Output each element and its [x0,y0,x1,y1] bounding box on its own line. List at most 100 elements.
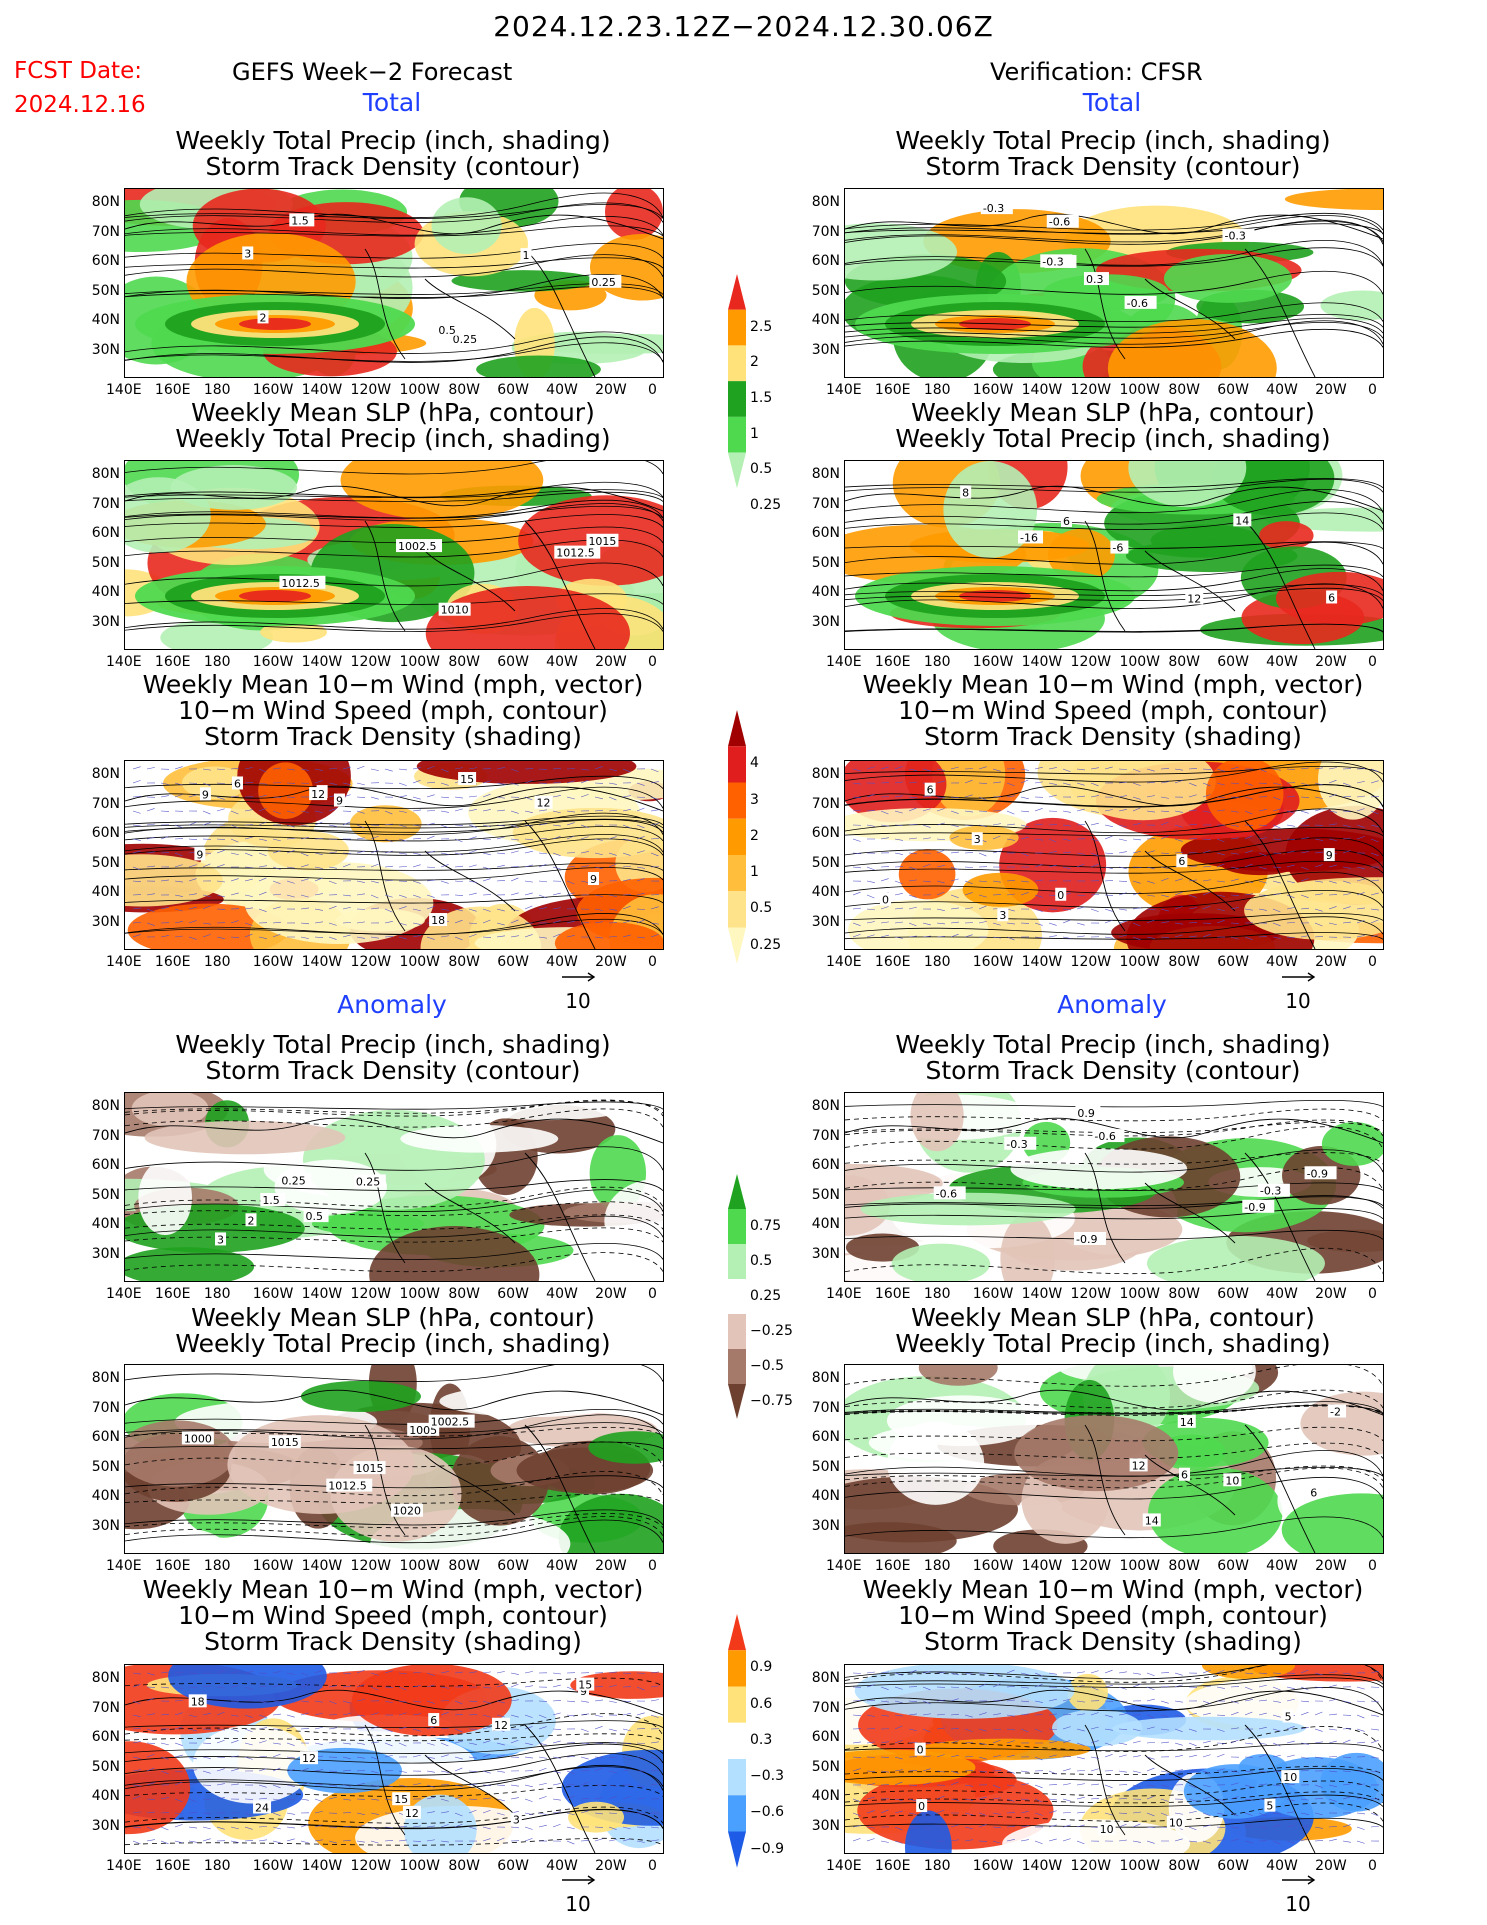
wind-vector [370,1840,379,1844]
wind-vector [650,1714,659,1718]
wind-vector [398,838,407,842]
contour-line [125,1365,663,1383]
wind-vector [160,1671,169,1674]
wind-vector [1230,1838,1239,1842]
wind-vector [566,1826,575,1830]
wind-vector [636,807,645,812]
wind-vector [286,1725,295,1730]
lon-tick-label: 120W [350,1286,392,1302]
wind-vector [146,823,155,826]
wind-vector [1090,1740,1099,1744]
wind-vector [1272,1700,1281,1703]
wind-vector [1118,1754,1127,1758]
wind-vector [894,766,903,770]
contour-label: 9 [1326,849,1333,862]
lat-tick-label: 60N [91,1157,120,1173]
contour-label: 15 [460,773,474,786]
lat-tick-label: 80N [91,1670,120,1686]
lon-tick-label: 60W [497,1558,529,1574]
wind-vector [244,894,253,897]
wind-vector [440,1686,449,1689]
forecast-total-wind-panel: 99126912181596 [124,760,664,950]
lon-tick-label: 60W [497,654,529,670]
wind-vector [1160,866,1169,869]
lon-tick-label: 160W [252,1858,294,1874]
wind-vector [468,808,477,812]
wind-vector [314,810,323,813]
wind-vector [1314,1672,1323,1676]
wind-vector [132,1672,141,1675]
wind-vector [440,1811,449,1814]
wind-vector [622,1728,631,1732]
wind-vector [468,795,477,798]
wind-vector [866,1770,875,1773]
colorbar-anom_precip [726,1170,748,1464]
wind-vector [978,880,987,882]
contour-line [845,871,1383,894]
wind-vector [1034,1812,1043,1816]
wind-vector [132,1769,141,1772]
wind-vector [1160,835,1169,840]
wind-vector [1104,1742,1113,1746]
wind-vector [1244,1686,1253,1691]
wind-vector [1272,893,1281,896]
wind-vector [922,1782,931,1786]
wind-vector [202,1756,211,1759]
coastline [1084,248,1316,377]
wind-vector [1244,1699,1253,1702]
wind-vector [1090,1811,1099,1814]
wind-vector [454,1740,463,1744]
wind-vector [936,908,945,912]
wind-vector [356,765,365,770]
wind-vector [370,1672,379,1676]
wind-vector [1160,821,1169,826]
contour-line [845,761,1383,783]
contour-label: -16 [1020,531,1038,544]
contour-label-bg [980,201,1013,215]
wind-vector [426,1700,435,1704]
wind-vector [650,1741,659,1744]
colorbar-label: 2 [750,827,759,844]
wind-vector [524,934,533,938]
contour-line [125,815,663,826]
lon-tick-label: 120W [350,954,392,970]
colorbar-swatch [728,782,746,819]
field-shading-blob [182,766,249,800]
wind-vector [272,893,281,896]
wind-vector [1104,1728,1113,1731]
wind-vector [1146,1767,1155,1772]
lon-tick-label: 160E [874,382,911,398]
wind-vector [482,1753,491,1758]
wind-vector [552,1700,561,1702]
wind-vector [132,1727,141,1730]
wind-vector [1006,795,1015,798]
wind-vector [1048,838,1057,843]
contour-line [125,826,663,842]
wind-vector [1300,1669,1309,1674]
wind-vector [650,1671,659,1674]
field-shading-blob [431,197,502,254]
lon-tick-label: 80W [448,1858,481,1874]
wind-vector [1202,934,1211,938]
wind-vector [1272,1754,1281,1758]
wind-vector [1020,1839,1029,1842]
wind-vector [1244,1798,1253,1801]
wind-vector [880,1770,889,1773]
wind-vector [258,1714,267,1718]
wind-vector [300,782,309,785]
contour-label-bg [1060,514,1072,528]
wind-vector [510,1784,519,1787]
contour-line [125,514,663,528]
wind-vector [216,864,225,868]
colorbar-swatch [728,416,746,453]
wind-vector [1090,1756,1099,1759]
wind-vector [608,1756,617,1759]
lat-tick-label: 40N [811,312,840,328]
wind-vector [398,1784,407,1787]
wind-vector [230,892,239,896]
wind-vector [964,1839,973,1842]
contour-line [845,583,1383,609]
wind-vector [922,824,931,828]
precip-band [239,590,311,602]
wind-vector [370,863,379,868]
